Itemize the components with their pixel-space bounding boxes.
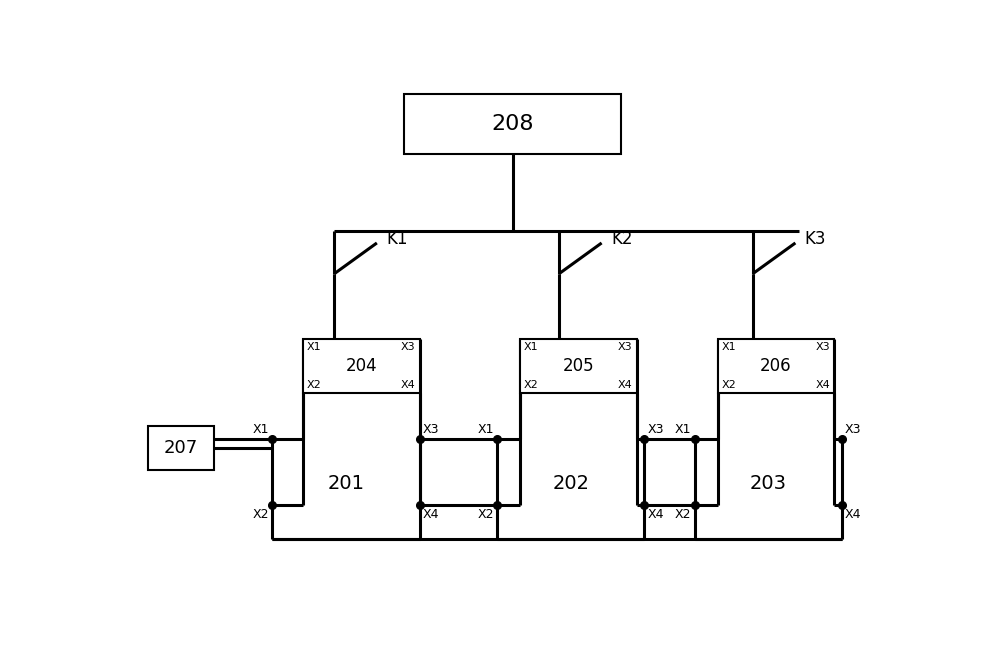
Text: X2: X2 (307, 380, 322, 390)
Bar (404, 94, 621, 154)
Text: 206: 206 (760, 357, 792, 375)
Bar (718, 339, 834, 393)
Text: X1: X1 (524, 342, 539, 352)
Text: X1: X1 (307, 342, 322, 352)
Bar (148, 426, 214, 470)
Text: X3: X3 (845, 423, 861, 436)
Text: 202: 202 (552, 474, 589, 493)
Text: X3: X3 (618, 342, 633, 352)
Text: X3: X3 (401, 342, 416, 352)
Text: X2: X2 (524, 380, 539, 390)
Bar (520, 339, 637, 393)
Text: 201: 201 (327, 474, 364, 493)
Text: K1: K1 (386, 230, 408, 248)
Text: K2: K2 (611, 230, 632, 248)
Text: 207: 207 (164, 439, 198, 457)
Text: X2: X2 (722, 380, 736, 390)
Bar (303, 339, 420, 393)
Text: X4: X4 (845, 508, 861, 521)
Text: X2: X2 (477, 508, 494, 521)
Text: X1: X1 (675, 423, 692, 436)
Text: X4: X4 (647, 508, 664, 521)
Text: X3: X3 (647, 423, 664, 436)
Text: 204: 204 (346, 357, 377, 375)
Text: X4: X4 (401, 380, 416, 390)
Text: X3: X3 (423, 423, 439, 436)
Text: X1: X1 (477, 423, 494, 436)
Text: X4: X4 (618, 380, 633, 390)
Text: 205: 205 (563, 357, 594, 375)
Text: X2: X2 (675, 508, 692, 521)
Text: K3: K3 (805, 230, 826, 248)
Text: 203: 203 (750, 474, 787, 493)
Text: X3: X3 (816, 342, 830, 352)
Text: X2: X2 (253, 508, 269, 521)
Text: X4: X4 (423, 508, 439, 521)
Text: X4: X4 (816, 380, 830, 390)
Text: 208: 208 (491, 114, 534, 134)
Text: X1: X1 (722, 342, 736, 352)
Text: X1: X1 (253, 423, 269, 436)
